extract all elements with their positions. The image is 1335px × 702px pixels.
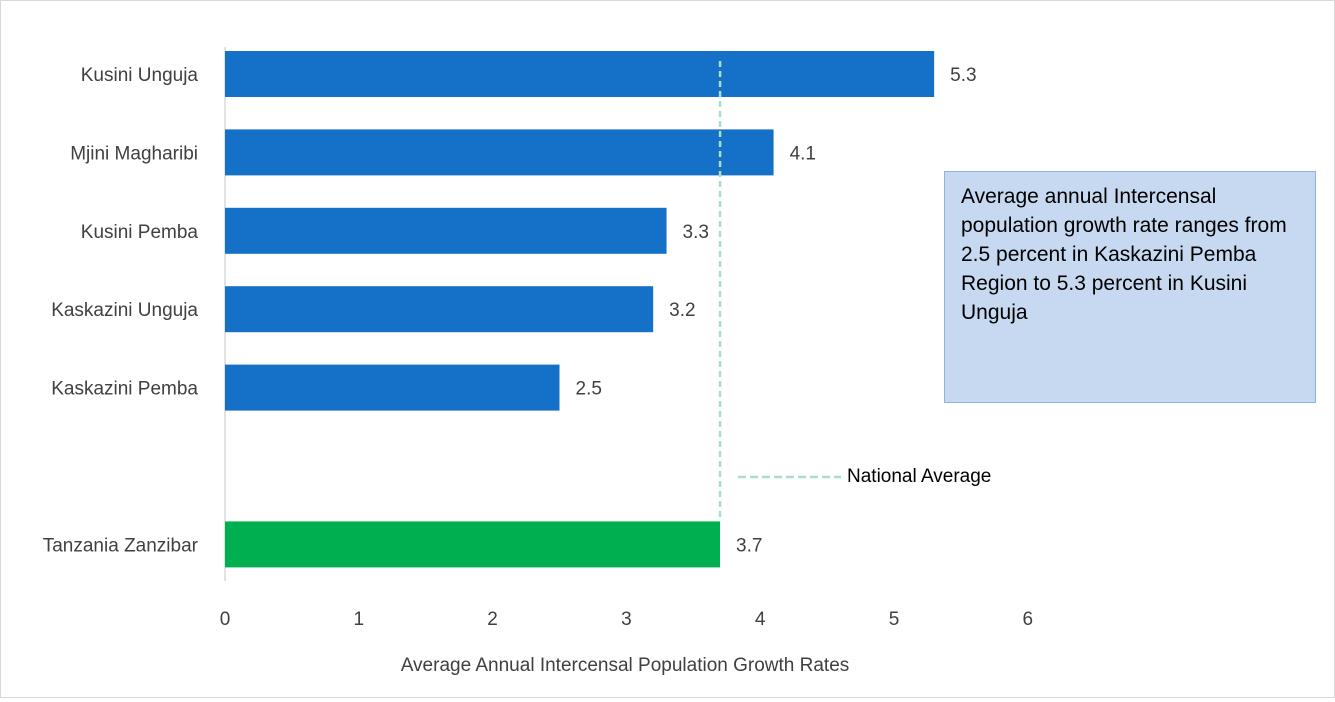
bar bbox=[225, 51, 935, 97]
bar bbox=[225, 521, 721, 568]
national-average-label: National Average bbox=[847, 466, 992, 487]
data-label: 2.5 bbox=[576, 379, 602, 400]
bar bbox=[225, 207, 667, 254]
data-label: 3.7 bbox=[736, 535, 762, 556]
x-tick-label: 1 bbox=[354, 609, 365, 630]
x-tick-label: 5 bbox=[889, 609, 900, 630]
bar bbox=[225, 129, 774, 176]
category-label: Kaskazini Unguja bbox=[51, 300, 198, 321]
annotation-text: Average annual Intercensal population gr… bbox=[961, 185, 1287, 324]
bar bbox=[225, 286, 654, 333]
data-label: 5.3 bbox=[950, 65, 976, 86]
annotation-box: Average annual Intercensal population gr… bbox=[944, 171, 1316, 403]
data-label: 3.3 bbox=[683, 222, 709, 243]
x-tick-label: 4 bbox=[755, 609, 766, 630]
x-tick-label: 0 bbox=[220, 609, 231, 630]
x-tick-label: 3 bbox=[621, 609, 632, 630]
category-label: Tanzania Zanzibar bbox=[43, 535, 199, 556]
x-axis-title: Average Annual Intercensal Population Gr… bbox=[401, 655, 850, 676]
x-tick-label: 2 bbox=[487, 609, 498, 630]
bar bbox=[225, 364, 560, 411]
data-label: 3.2 bbox=[669, 300, 695, 321]
category-label: Kusini Pemba bbox=[81, 222, 199, 243]
data-label: 4.1 bbox=[790, 143, 816, 164]
x-tick-label: 6 bbox=[1023, 609, 1034, 630]
category-label: Kaskazini Pemba bbox=[51, 379, 198, 400]
category-label: Kusini Unguja bbox=[81, 65, 199, 86]
category-label: Mjini Magharibi bbox=[70, 143, 198, 164]
